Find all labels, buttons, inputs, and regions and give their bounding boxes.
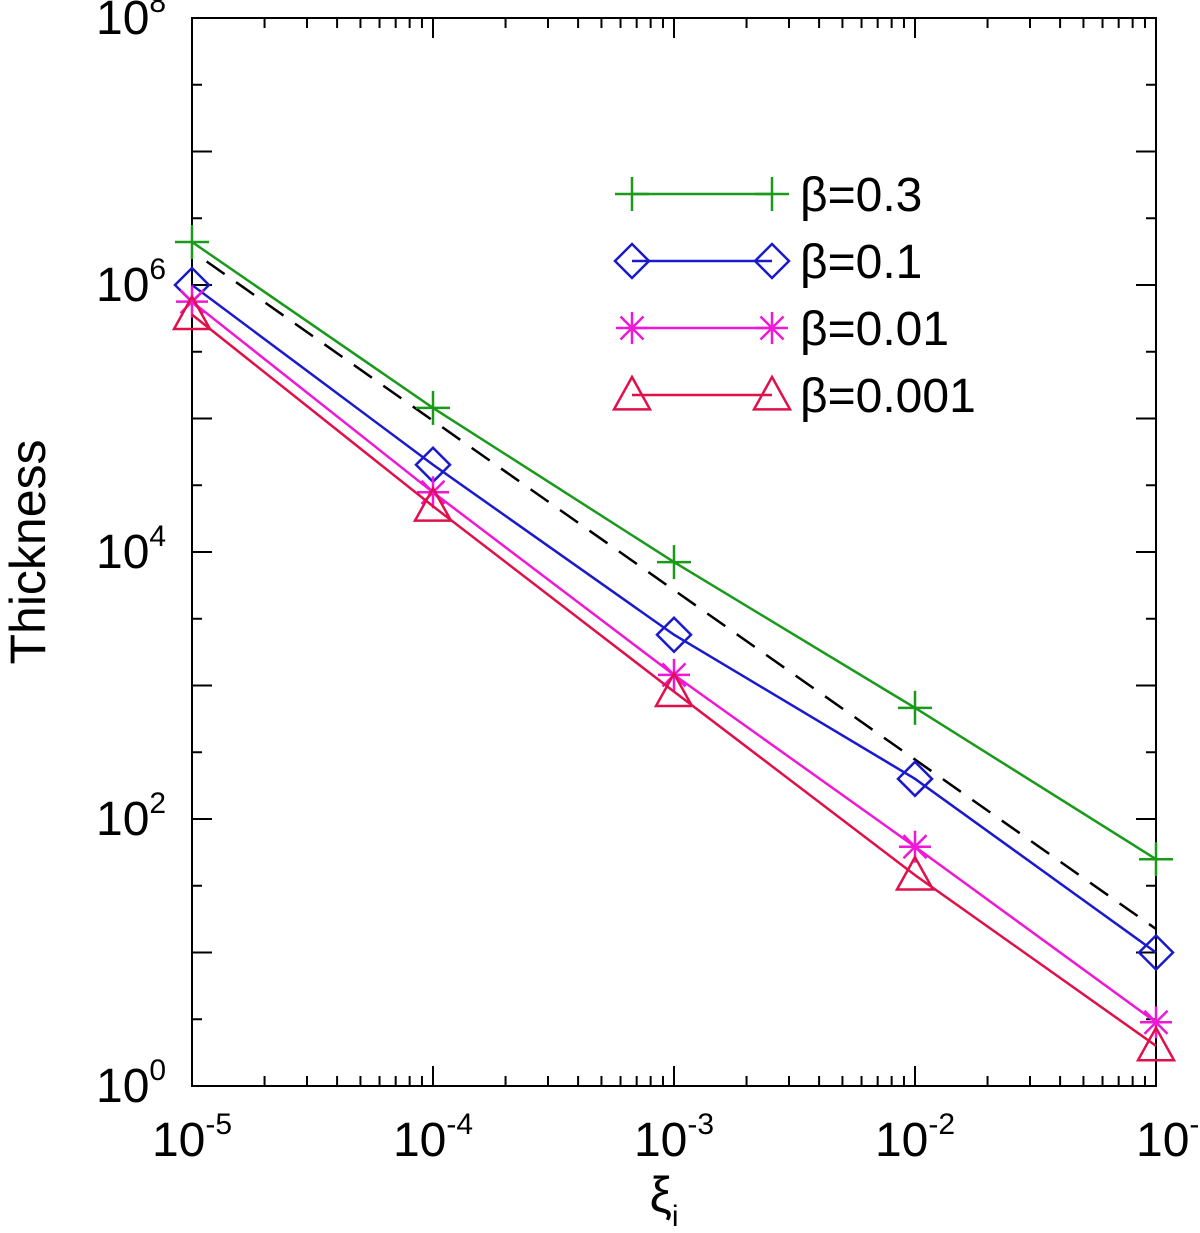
x-tick-label-exp: -3 <box>687 1108 714 1141</box>
plus-marker <box>898 690 932 725</box>
plus-marker <box>1139 842 1173 877</box>
diamond-marker <box>896 760 934 798</box>
x-tick-label-base: 10 <box>393 1114 446 1167</box>
legend-label: β=0.3 <box>800 169 922 222</box>
diamond-marker <box>613 242 651 280</box>
x-tick-label-exp: -5 <box>205 1108 232 1141</box>
y-tick-label: 100 <box>96 1054 166 1113</box>
x-tick-label: 10-1 <box>1136 1108 1200 1167</box>
y-tick-label-base: 10 <box>96 259 149 312</box>
triangle-marker <box>412 485 454 522</box>
plus-marker <box>615 177 649 211</box>
y-tick-label-base: 10 <box>96 526 149 579</box>
triangle-marker <box>1135 1025 1177 1062</box>
legend: β=0.3 β=0.1 β=0.01 β=0.001 <box>611 169 976 423</box>
y-tick-label: 102 <box>96 787 166 846</box>
asterisk-stroke <box>759 315 785 341</box>
y-tick-label-base: 10 <box>96 1060 149 1113</box>
diamond-marker <box>655 615 693 654</box>
series-diamond <box>173 266 1175 972</box>
y-tick-label-exp: 4 <box>149 520 166 553</box>
triangle-marker <box>653 671 695 708</box>
x-tick-labels: 10-510-410-310-210-1 <box>152 1108 1200 1167</box>
triangle-marker <box>611 374 653 411</box>
legend-item: β=0.01 <box>616 303 949 356</box>
axis-ticks <box>191 17 1157 1087</box>
plus-marker <box>657 545 691 580</box>
series-plus <box>175 224 1173 877</box>
legend-label: β=0.01 <box>800 303 949 356</box>
y-tick-label: 106 <box>96 253 166 312</box>
x-axis-symbol: ξ <box>649 1167 671 1223</box>
legend-item: β=0.3 <box>615 169 922 222</box>
plus-marker <box>416 390 450 425</box>
x-tick-label: 10-3 <box>634 1108 714 1167</box>
y-axis-title: Thickness <box>0 439 56 664</box>
legend-item: β=0.1 <box>613 236 922 289</box>
x-tick-label-exp: -1 <box>1189 1108 1200 1141</box>
series-line <box>191 313 1157 1047</box>
x-tick-label: 10-2 <box>875 1108 955 1167</box>
series-asterisk <box>176 285 1172 1039</box>
y-tick-label-base: 10 <box>96 793 149 846</box>
series-layer <box>171 224 1177 1062</box>
asterisk-marker <box>176 285 208 318</box>
asterisk-marker <box>417 476 449 509</box>
asterisk-stroke <box>902 834 928 860</box>
y-tick-label-base: 10 <box>96 0 149 45</box>
x-tick-label-base: 10 <box>1136 1114 1189 1167</box>
y-tick-label-exp: 2 <box>149 787 166 820</box>
x-tick-label-base: 10 <box>875 1114 928 1167</box>
y-tick-label-exp: 8 <box>149 0 166 19</box>
asterisk-stroke <box>1143 1009 1169 1035</box>
asterisk-marker <box>1140 1006 1172 1039</box>
legend-label: β=0.1 <box>800 236 922 289</box>
asterisk-stroke <box>619 315 645 341</box>
x-tick-label-base: 10 <box>634 1114 687 1167</box>
x-tick-label-base: 10 <box>152 1114 205 1167</box>
x-axis-title: ξi <box>649 1167 678 1233</box>
y-tick-label: 108 <box>96 0 166 45</box>
asterisk-marker <box>616 312 648 344</box>
y-tick-label-exp: 0 <box>149 1054 166 1087</box>
diamond-marker <box>753 242 791 280</box>
plus-marker <box>175 224 209 259</box>
legend-item: β=0.001 <box>611 370 976 423</box>
legend-label: β=0.001 <box>800 370 976 423</box>
x-axis-subscript: i <box>672 1200 679 1233</box>
asterisk-marker <box>756 312 788 344</box>
series-triangle <box>171 294 1177 1062</box>
triangle-marker <box>751 374 793 411</box>
triangle-marker <box>171 294 213 331</box>
diamond-marker <box>1137 933 1175 972</box>
x-tick-label-exp: -2 <box>928 1108 955 1141</box>
x-tick-label-exp: -4 <box>446 1108 473 1141</box>
y-tick-label-exp: 6 <box>149 253 166 286</box>
x-tick-label: 10-4 <box>393 1108 473 1167</box>
plus-marker <box>755 177 789 211</box>
triangle-marker <box>894 854 936 891</box>
x-tick-label: 10-5 <box>152 1108 232 1167</box>
y-tick-label: 104 <box>96 520 166 579</box>
series-line <box>191 283 1157 954</box>
reference-dashed-line <box>205 260 1157 931</box>
